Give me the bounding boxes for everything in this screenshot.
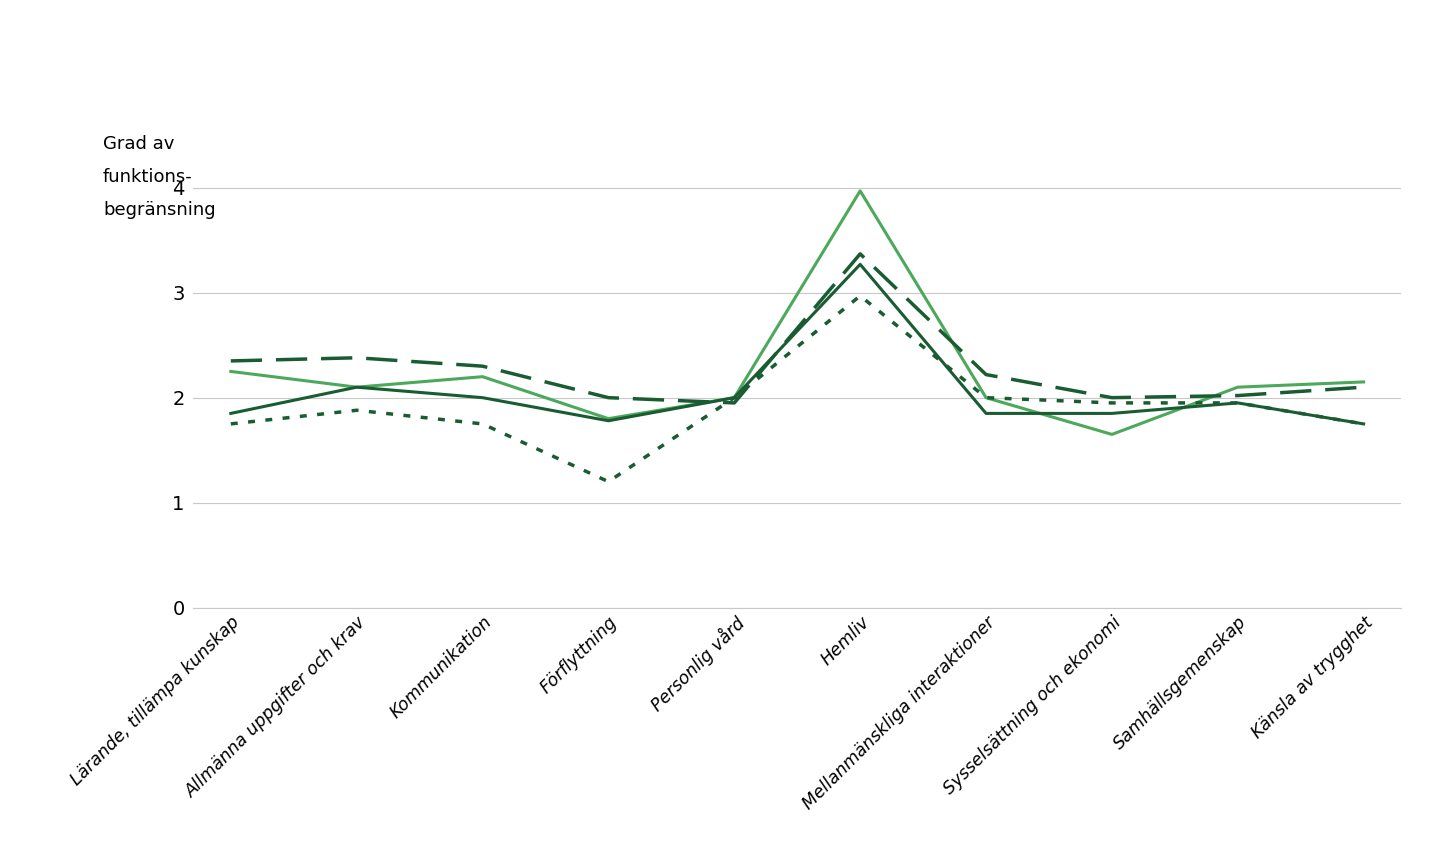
Text: funktions-: funktions- (103, 168, 193, 186)
Text: Grad av: Grad av (103, 135, 174, 153)
Text: begränsning: begränsning (103, 201, 216, 219)
